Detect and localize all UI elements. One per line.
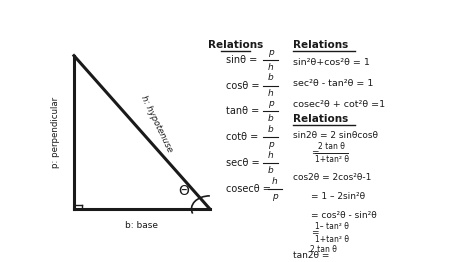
Text: sin²θ+cos²θ = 1: sin²θ+cos²θ = 1 (292, 58, 369, 67)
Text: Relations: Relations (208, 40, 263, 50)
Text: 2 tan θ: 2 tan θ (310, 245, 337, 254)
Text: tan2θ =: tan2θ = (292, 251, 329, 260)
Text: Relations: Relations (292, 114, 348, 124)
Text: b: b (268, 125, 273, 134)
Text: tanθ =: tanθ = (227, 106, 263, 116)
Text: h: h (268, 151, 273, 160)
Text: 1+tan² θ: 1+tan² θ (315, 234, 349, 244)
Text: 1+tan² θ: 1+tan² θ (315, 155, 349, 164)
Text: cos2θ = 2cos²θ-1: cos2θ = 2cos²θ-1 (292, 173, 371, 182)
Text: h: h (268, 63, 273, 72)
Text: = 1 – 2sin²θ: = 1 – 2sin²θ (311, 192, 365, 201)
Text: $\Theta$: $\Theta$ (178, 184, 190, 198)
Text: = cos²θ - sin²θ: = cos²θ - sin²θ (311, 211, 377, 220)
Text: cosθ =: cosθ = (227, 80, 263, 90)
Text: b: b (268, 166, 273, 175)
Text: sinθ =: sinθ = (227, 55, 261, 65)
Text: p: p (268, 99, 273, 108)
Text: p: p (268, 140, 273, 149)
Text: p: p (268, 47, 273, 57)
Text: secθ =: secθ = (227, 158, 263, 168)
Text: sec²θ - tan²θ = 1: sec²θ - tan²θ = 1 (292, 79, 373, 88)
Text: 2 tan θ: 2 tan θ (319, 142, 345, 151)
Text: 1– tan² θ: 1– tan² θ (315, 222, 349, 231)
Text: =: = (311, 228, 319, 237)
Text: h: hypotenuse: h: hypotenuse (139, 95, 174, 154)
Text: cosecθ =: cosecθ = (227, 184, 274, 194)
Text: Relations: Relations (292, 40, 348, 50)
Text: b: b (268, 114, 273, 123)
Text: p: p (272, 192, 278, 201)
Text: cosec²θ + cot²θ =1: cosec²θ + cot²θ =1 (292, 100, 384, 109)
Text: h: h (272, 177, 278, 186)
Text: =: = (311, 149, 319, 157)
Text: b: b (268, 73, 273, 82)
Text: b: base: b: base (126, 221, 158, 230)
Text: h: h (268, 89, 273, 98)
Text: cotθ =: cotθ = (227, 132, 262, 142)
Text: p: perpendicular: p: perpendicular (51, 97, 60, 168)
Text: sin2θ = 2 sinθcosθ: sin2θ = 2 sinθcosθ (292, 131, 377, 140)
